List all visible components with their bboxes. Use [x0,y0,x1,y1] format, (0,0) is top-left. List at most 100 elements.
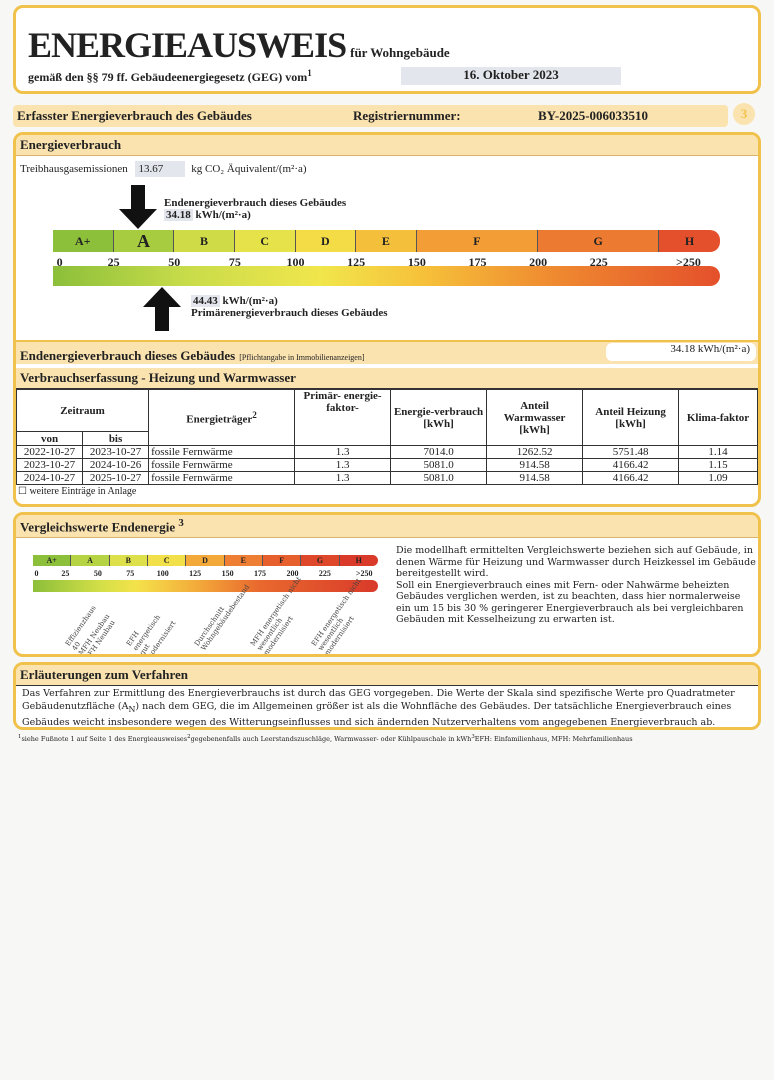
tick-label: 50 [168,255,181,269]
table-row: 2024-10-27 2025-10-27 fossile Fernwärme 1.3… [16,471,758,485]
table-cell: fossile Fernwärme [148,445,296,459]
fn3-mark: 3 [471,734,475,740]
more-entries-checkbox[interactable]: ☐ weitere Einträge in Anlage [18,486,137,497]
table-cell: 4166.42 [582,471,680,485]
table-cell: 2023-10-27 [16,458,84,472]
tick-label: 200 [529,255,548,269]
tick-label: 100 [286,255,305,269]
col-carrier: Energieträger [186,413,253,426]
table-row: 2023-10-27 2024-10-26 fossile Fernwärme 1.3… [16,458,758,472]
class-b: B [174,230,235,252]
table-cell: 914.58 [486,458,584,472]
class-d: D [295,230,357,252]
table-cell: 1262.52 [486,445,584,459]
comparison-class: G [301,555,340,566]
law-date: 16. Oktober 2023 [401,67,621,85]
table-cell: 5081.0 [390,471,488,485]
class-h: H [659,230,720,252]
table-cell: fossile Fernwärme [148,458,296,472]
tick-label: >250 [676,255,701,269]
comparison-tick: 75 [126,569,135,578]
summary-value: 34.18 kWh/(m²·a) [606,343,756,361]
end-energy-arrow [119,185,157,229]
col-from: von [16,431,84,446]
col-water: Anteil Warmwasser [kWh] [486,389,584,446]
comparison-tick: 0 [34,569,39,578]
explanation-title: Erläuterungen zum Verfahren [16,665,758,686]
comparison-tick: 175 [254,569,266,578]
comparison-class: A [71,555,110,566]
fn1-mark: 1 [18,734,22,740]
efficiency-scale: A+ A B C D E F G H [53,230,720,252]
table-cell: 1.14 [678,445,758,459]
table-cell: 4166.42 [582,458,680,472]
explanation-section: Erläuterungen zum Verfahren Das Verfahre… [13,662,761,730]
consumption-table: Zeitraum Energieträger2 Primär- energie-… [16,389,758,485]
comparison-tick: 225 [318,569,331,578]
tick-label: 150 [407,255,426,269]
class-f: F [416,230,539,252]
comparison-class: D [186,555,225,566]
comparison-scale: A+ A B C D E F G H [33,555,378,566]
comparison-tick: 125 [189,569,202,578]
table-cell: 2024-10-27 [16,471,84,485]
class-e: E [356,230,417,252]
table-cell: 2023-10-27 [82,445,150,459]
footnote-2: gegebenenfalls auch Leerstandszuschläge,… [190,735,472,744]
table-cell: 7014.0 [390,445,488,459]
class-c: C [234,230,296,252]
end-energy-label: Endenergieverbrauch dieses Gebäudes [164,197,347,209]
explanation-sub: N [128,704,136,714]
footnote-ref: 3 [178,517,184,529]
comparison-tick: 100 [156,569,169,578]
comparison-gradient-bar [33,580,378,592]
comparison-label: Effizienzhaus 40 MFH Neubau EFH Neubau [63,604,117,657]
comparison-tick: 150 [221,569,234,578]
registration-bar: Erfasster Energieverbrauch des Gebäudes … [13,105,728,127]
comparison-class: B [109,555,148,566]
header-box: ENERGIEAUSWEIS für Wohngebäude gemäß den… [13,5,761,94]
footnotes: 1siehe Fußnote 1 auf Seite 1 des Energie… [18,734,633,743]
document-subtitle: für Wohngebäude [350,45,450,60]
comparison-section: Vergleichswerte Endenergie 3 A+ A B C D E F G H … [13,512,761,657]
col-period: Zeitraum [16,389,150,432]
tick-label: 25 [107,255,120,269]
explanation-text: Das Verfahren zur Ermittlung des Energie… [22,688,735,712]
page-number-badge: 3 [733,103,755,125]
footnote-3: EFH: Einfamilienhaus, MFH: Mehrfamilienh… [474,735,633,744]
section-label: Erfasster Energieverbrauch des Gebäudes [17,108,252,123]
fn2-mark: 2 [187,734,191,740]
class-a-plus: A+ [53,230,114,252]
col-to: bis [82,431,150,446]
ghg-value: 13.67 [134,161,185,177]
ghg-unit: kg CO₂ Äquivalent/(m²·a) [191,163,307,175]
comparison-tick: 200 [286,569,299,578]
comparison-tick: 25 [61,569,70,578]
explanation-text-2: ) nach dem GEG, die im Allgemeinen größe… [22,701,732,728]
comparison-label: EFH energetisch gut modernisiert [125,613,178,657]
table-cell: 1.3 [294,445,392,459]
comparison-class: E [224,555,263,566]
tick-label: 0 [56,255,63,269]
class-a: A [113,230,175,252]
table-cell: 2022-10-27 [16,445,84,459]
table-cell: 2025-10-27 [82,471,150,485]
footnote-ref: 2 [252,409,257,420]
col-consumption: Energie-verbrauch [kWh] [390,389,488,446]
summary-label: Endenergieverbrauch dieses Gebäudes [20,348,236,363]
consumption-title: Verbrauchserfassung - Heizung und Warmwa… [16,368,758,389]
energy-title: Energieverbrauch [16,135,758,156]
primary-energy-unit: kWh/(m²·a) [222,295,278,307]
registration-number: BY-2025-006033510 [538,108,649,123]
table-cell: 5081.0 [390,458,488,472]
col-factor: Primär- energie-faktor- [294,389,392,446]
law-reference: gemäß den §§ 79 ff. Gebäudeenergiegesetz… [28,70,308,84]
tick-label: 175 [468,255,487,269]
table-cell: 1.3 [294,471,392,485]
footnote-ref: 1 [307,68,312,78]
comparison-text: Die modellhaft ermittelten Vergleichswer… [396,545,756,625]
table-cell: 914.58 [486,471,584,485]
energy-section: Energieverbrauch Treibhausgasemissionen … [13,132,761,507]
tick-label: 125 [347,255,366,269]
comparison-class: C [147,555,187,566]
